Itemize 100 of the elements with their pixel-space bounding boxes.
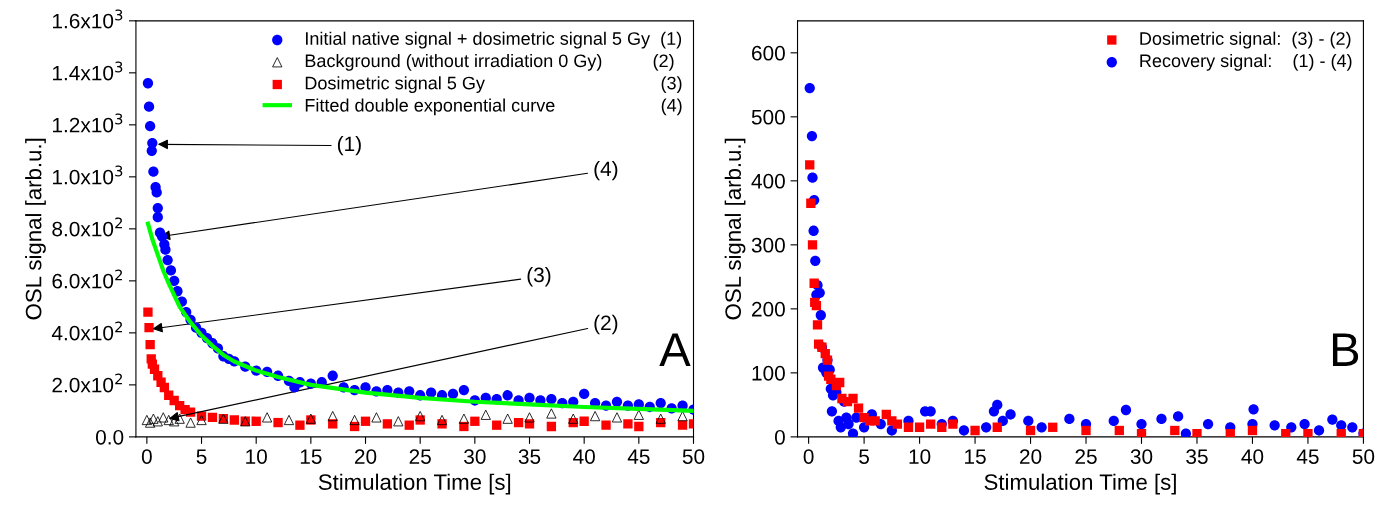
y-tick-label: 4.0x10$^{2}$ — [51, 321, 122, 341]
y-axis-title: OSL signal [arb.u.] — [25, 138, 46, 320]
point — [1225, 429, 1235, 437]
point — [611, 412, 623, 423]
y-tick-label: 1.4x10$^{3}$ — [53, 61, 123, 81]
point — [349, 414, 360, 426]
point — [458, 413, 469, 424]
x-tick-label: 25 — [409, 449, 431, 464]
legend-label: Dosimetric signal: (3) - (2) — [1140, 31, 1351, 49]
point — [295, 420, 305, 430]
point — [634, 421, 644, 432]
x-tick-label: 0 — [803, 449, 814, 464]
x-tick-label: 35 — [1186, 449, 1208, 464]
point — [145, 339, 155, 350]
point — [1336, 429, 1346, 437]
legend-label: Recovery signal: (1) - (4) — [1140, 53, 1352, 71]
x-tick-label: 10 — [909, 449, 931, 464]
point — [1081, 425, 1091, 436]
y-tick-label: 0 — [774, 429, 785, 445]
x-axis-title: Stimulation Time [s] — [984, 473, 1176, 495]
x-tick-label: 50 — [1352, 449, 1375, 464]
x-tick-label: 20 — [354, 449, 377, 464]
point — [655, 413, 666, 424]
point — [480, 409, 491, 420]
y-tick-label: 400 — [751, 173, 785, 189]
point — [196, 414, 207, 426]
point — [404, 420, 414, 430]
point — [1136, 429, 1147, 437]
point — [144, 323, 154, 333]
point — [470, 416, 480, 426]
point — [914, 422, 925, 432]
point — [1192, 429, 1202, 437]
x-tick-label: 50 — [682, 449, 705, 464]
point — [143, 307, 153, 317]
point — [579, 416, 589, 426]
point — [677, 420, 688, 430]
point — [903, 422, 914, 432]
point — [513, 417, 524, 428]
y-tick-label: 1.0x10$^{3}$ — [53, 165, 123, 185]
x-tick-label: 45 — [1296, 449, 1319, 464]
point — [382, 419, 393, 429]
y-tick-label: 200 — [752, 301, 785, 317]
x-tick-label: 40 — [1241, 449, 1264, 464]
point — [492, 420, 502, 430]
point — [926, 419, 936, 429]
point — [870, 416, 880, 426]
annotation: (2) — [594, 314, 618, 335]
point — [158, 412, 169, 423]
x-tick-label: 35 — [518, 449, 541, 464]
point — [327, 411, 338, 422]
point — [937, 422, 947, 432]
point — [601, 420, 611, 430]
point — [1247, 425, 1258, 436]
legend-label: Fitted double exponential curve (4) — [305, 98, 682, 116]
point — [371, 412, 382, 423]
point — [251, 416, 261, 426]
point — [1303, 429, 1313, 437]
point — [207, 412, 218, 423]
y-tick-label: 600 — [752, 45, 785, 61]
point — [1114, 425, 1124, 436]
point — [524, 412, 535, 423]
line-series — [145, 221, 694, 413]
legend-label: Background (without irradiation 0 Gy) (2) — [305, 53, 674, 71]
point — [805, 160, 815, 170]
point — [853, 403, 864, 413]
y-tick-label: 300 — [751, 237, 785, 253]
y-tick-label: 1.6x10$^{3}$ — [53, 9, 123, 29]
point — [273, 417, 283, 428]
point — [809, 278, 819, 288]
x-tick-label: 45 — [627, 449, 650, 464]
x-tick-label: 5 — [196, 449, 207, 464]
point — [948, 419, 958, 429]
x-tick-label: 20 — [1020, 449, 1042, 464]
point — [992, 422, 1002, 432]
y-axis-title: OSL signal [arb.u.] — [724, 138, 746, 320]
annotation: A — [659, 333, 691, 366]
point — [415, 411, 426, 422]
point — [892, 419, 903, 429]
point — [835, 377, 845, 388]
point — [546, 408, 557, 419]
point — [229, 415, 239, 425]
point — [590, 411, 601, 422]
point — [262, 412, 273, 423]
x-tick-label: 40 — [573, 449, 595, 464]
point — [568, 413, 579, 424]
point — [141, 414, 152, 426]
point — [806, 198, 816, 208]
y-tick-label: 0.0 — [95, 429, 124, 445]
point — [1025, 425, 1036, 436]
y-tick-label: 2.0x10$^{2}$ — [52, 373, 122, 393]
point — [436, 414, 448, 426]
x-tick-label: 30 — [464, 449, 486, 464]
x-tick-label: 15 — [300, 449, 322, 464]
legend-label: Dosimetric signal 5 Gy (3) — [305, 76, 682, 93]
x-tick-label: 25 — [1075, 449, 1097, 464]
point — [848, 393, 858, 404]
y-tick-label: 1.2x10$^{3}$ — [53, 113, 123, 133]
point — [811, 301, 822, 311]
annotation: (1) — [337, 135, 361, 156]
annotation: (3) — [527, 266, 551, 287]
